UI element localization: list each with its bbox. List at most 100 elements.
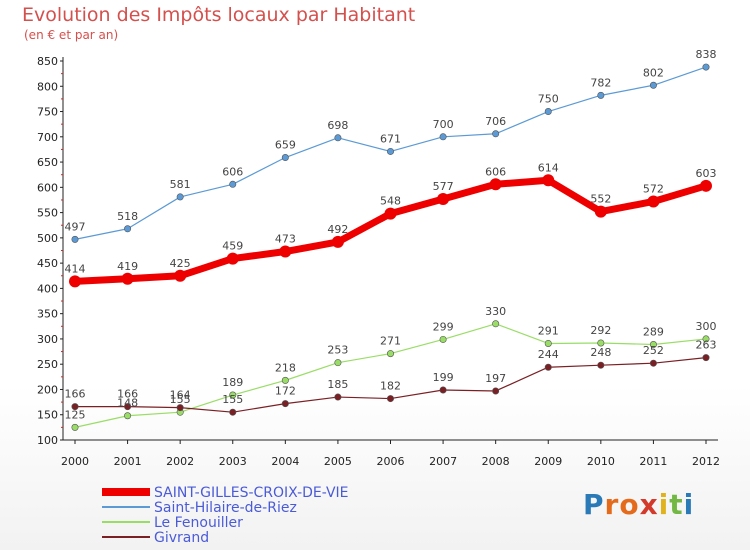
data-point [281, 400, 289, 408]
data-point [542, 174, 555, 187]
data-label: 572 [643, 182, 664, 195]
data-label: 518 [117, 210, 138, 223]
data-label: 291 [538, 324, 559, 337]
data-label: 330 [485, 305, 506, 318]
y-tick-label: 250 [37, 358, 58, 371]
data-point [649, 340, 657, 348]
data-label: 614 [538, 161, 559, 174]
data-point [700, 179, 712, 192]
data-label: 271 [380, 335, 401, 348]
legend-label: Saint-Hilaire-de-Riez [154, 500, 297, 516]
data-point [334, 393, 342, 401]
legend-label: Le Fenouiller [154, 515, 243, 531]
data-point [174, 269, 187, 282]
y-tick-label: 350 [37, 308, 58, 321]
data-point [702, 63, 710, 71]
y-tick-label: 200 [37, 383, 58, 396]
data-label: 253 [327, 344, 348, 357]
data-point [384, 207, 397, 220]
data-point [649, 81, 657, 89]
data-label: 459 [222, 240, 243, 253]
chart-subtitle: (en € et par an) [24, 28, 119, 42]
logo-letter: r [604, 488, 620, 521]
data-point [281, 376, 289, 384]
y-tick-label: 850 [37, 55, 58, 68]
x-tick-label: 2001 [114, 455, 142, 468]
data-label: 164 [170, 389, 191, 402]
data-label: 263 [696, 339, 717, 352]
data-point [229, 391, 237, 399]
data-label: 166 [65, 388, 86, 401]
data-point [386, 395, 394, 403]
legend-label: Givrand [154, 530, 209, 546]
data-point [649, 359, 657, 367]
x-tick-label: 2006 [377, 455, 405, 468]
y-tick-label: 100 [37, 434, 58, 447]
data-label: 492 [327, 223, 348, 236]
data-label: 473 [275, 233, 296, 246]
data-point [386, 350, 394, 358]
data-point [594, 205, 607, 218]
data-point [226, 252, 239, 265]
data-label: 248 [590, 346, 611, 359]
data-label: 671 [380, 132, 401, 145]
data-label: 289 [643, 325, 664, 338]
data-label: 172 [275, 385, 296, 398]
data-point [492, 130, 500, 138]
y-tick-label: 650 [37, 156, 58, 169]
data-label: 782 [590, 76, 611, 89]
y-tick-label: 300 [37, 333, 58, 346]
data-point [597, 339, 605, 347]
data-label: 425 [170, 257, 191, 270]
logo-letter: x [639, 488, 659, 521]
data-point [544, 108, 552, 116]
data-point [647, 195, 660, 208]
data-point [489, 178, 502, 191]
data-label: 606 [485, 165, 506, 178]
data-point [386, 147, 394, 155]
data-point [702, 335, 710, 343]
data-label: 414 [65, 262, 86, 275]
data-point [281, 154, 289, 162]
data-point [331, 235, 344, 248]
data-point [702, 354, 710, 362]
data-point [334, 134, 342, 142]
data-point [544, 339, 552, 347]
y-tick-label: 700 [37, 131, 58, 144]
data-point [437, 192, 450, 205]
data-point [439, 133, 447, 141]
x-tick-label: 2007 [429, 455, 457, 468]
data-label: 155 [170, 393, 191, 406]
data-point [229, 408, 237, 416]
data-point [597, 91, 605, 99]
data-point [334, 359, 342, 367]
data-point [71, 235, 79, 243]
data-label: 577 [433, 180, 454, 193]
y-tick-label: 550 [37, 207, 58, 220]
data-label: 244 [538, 348, 559, 361]
data-label: 548 [380, 195, 401, 208]
data-point [279, 245, 292, 258]
data-label: 552 [590, 193, 611, 206]
x-tick-label: 2003 [219, 455, 247, 468]
data-point [124, 412, 132, 420]
data-label: 603 [696, 167, 717, 180]
data-label: 299 [433, 320, 454, 333]
data-label: 659 [275, 139, 296, 152]
data-label: 218 [275, 361, 296, 374]
x-tick-label: 2009 [534, 455, 562, 468]
data-point [492, 320, 500, 328]
data-label: 606 [222, 165, 243, 178]
logo-letter: o [619, 488, 640, 521]
data-point [439, 335, 447, 343]
x-tick-label: 2004 [271, 455, 299, 468]
data-label: 252 [643, 344, 664, 357]
x-tick-label: 2002 [166, 455, 194, 468]
data-label: 189 [222, 376, 243, 389]
data-point [69, 275, 81, 288]
logo-letter: i [683, 488, 695, 521]
data-label: 300 [696, 320, 717, 333]
data-label: 700 [433, 118, 454, 131]
